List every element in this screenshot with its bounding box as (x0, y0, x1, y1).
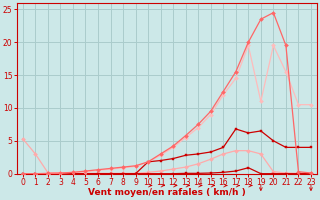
X-axis label: Vent moyen/en rafales ( km/h ): Vent moyen/en rafales ( km/h ) (88, 188, 246, 197)
